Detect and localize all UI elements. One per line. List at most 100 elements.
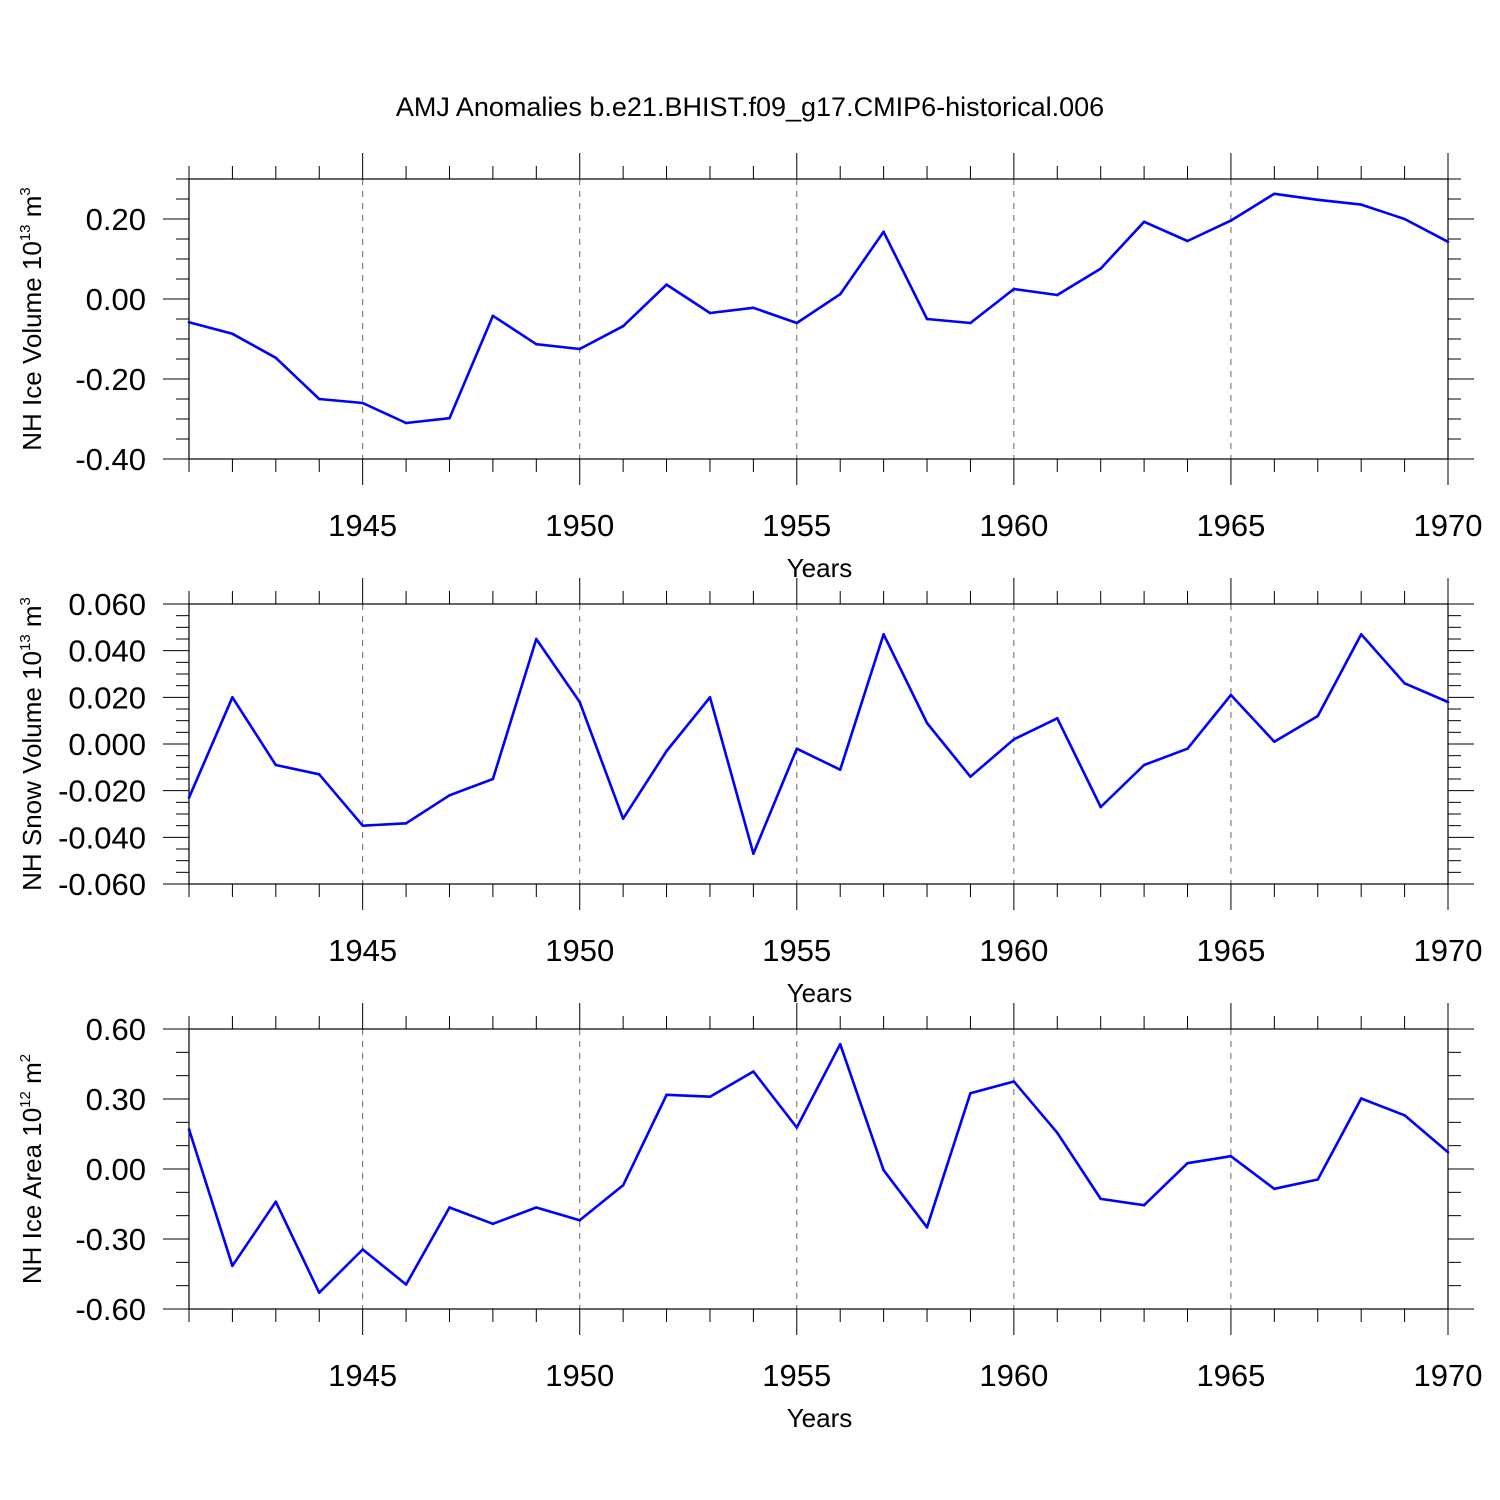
x-axis-title: Years (787, 978, 853, 1008)
data-point (1012, 287, 1016, 291)
data-point (882, 1168, 885, 1172)
data-point (1446, 240, 1450, 244)
data-point (535, 637, 538, 641)
x-tick-label: 1970 (1414, 508, 1483, 543)
data-point (187, 320, 191, 324)
data-point (1229, 219, 1233, 222)
y-axis-title: NH Ice Area 1012 m2 (17, 1054, 47, 1284)
y-tick-label: 0.60 (86, 1012, 146, 1047)
data-point (274, 1200, 278, 1203)
data-point (708, 311, 712, 315)
plot-frame (188, 1028, 1449, 1310)
x-tick-label: 1950 (545, 508, 614, 543)
series-line (188, 192, 1449, 425)
panel-snow-volume: 1945 1950 1955 1960 1965 1970 -0.060 -0.040 -0.0… (17, 578, 1482, 1008)
data-point (578, 700, 582, 704)
data-point (187, 1128, 191, 1131)
y-tick-label: 0.000 (68, 727, 146, 762)
data-point (1403, 217, 1406, 221)
data-point (621, 1184, 625, 1187)
y-tick-label: -0.40 (75, 442, 146, 477)
data-point (1273, 1187, 1276, 1191)
data-point (535, 342, 538, 346)
x-tick-label: 1955 (762, 1358, 831, 1393)
x-axis-title: Years (787, 553, 853, 583)
data-point (882, 230, 885, 234)
x-tick-label: 1970 (1414, 1358, 1483, 1393)
data-point (491, 777, 495, 781)
data-point (838, 768, 842, 771)
data-point (535, 1206, 538, 1209)
panel-ice-volume: 1945 1950 1955 1960 1965 1970 -0.40 -0.20 0.00 0.… (17, 153, 1482, 583)
data-point (231, 696, 234, 699)
data-point (1055, 293, 1059, 297)
figure-title: AMJ Anomalies b.e21.BHIST.f09_g17.CMIP6-… (396, 92, 1104, 122)
data-point (317, 773, 321, 776)
data-point (491, 314, 495, 318)
data-point (665, 283, 668, 286)
data-point (795, 747, 799, 750)
y-tick-label: -0.020 (58, 774, 146, 809)
data-point (1142, 220, 1146, 224)
data-point (1403, 1114, 1406, 1117)
x-tick-label: 1950 (545, 933, 614, 968)
x-tick-label: 1955 (762, 508, 831, 543)
x-tick-label: 1960 (979, 1358, 1048, 1393)
data-point (578, 1219, 582, 1222)
data-point (1316, 1178, 1320, 1181)
x-axis-title: Years (787, 1403, 853, 1433)
y-axis-title: NH Snow Volume 1013 m3 (17, 597, 47, 891)
data-point (1099, 1197, 1102, 1201)
data-point (838, 1042, 842, 1046)
y-axis-title: NH Ice Volume 1013 m3 (17, 187, 47, 450)
data-point (187, 796, 191, 799)
data-point (708, 1095, 712, 1098)
data-point (231, 1264, 234, 1268)
x-tick-label: 1960 (979, 508, 1048, 543)
data-point (925, 1226, 929, 1229)
data-point (969, 321, 972, 325)
y-tick-label: 0.30 (86, 1082, 146, 1117)
data-point (1186, 239, 1189, 243)
data-point (404, 822, 408, 825)
plot-frame (188, 178, 1449, 460)
data-point (621, 324, 625, 328)
x-tick-label: 1960 (979, 933, 1048, 968)
data-point (1142, 763, 1146, 767)
data-point (1055, 717, 1059, 720)
y-tick-label: -0.60 (75, 1292, 146, 1327)
y-tick-label: -0.040 (58, 820, 146, 855)
data-point (665, 1093, 668, 1097)
data-point (1012, 1080, 1016, 1083)
data-point (578, 347, 582, 351)
data-point (1186, 747, 1189, 750)
data-point (1186, 1161, 1189, 1165)
data-point (448, 1206, 451, 1209)
data-point (1273, 192, 1276, 196)
data-point (838, 292, 842, 296)
data-point (1273, 740, 1276, 743)
data-point (795, 321, 799, 325)
x-tick-label: 1950 (545, 1358, 614, 1393)
series-line (187, 632, 1449, 856)
data-point (752, 306, 755, 310)
data-point (1359, 633, 1363, 636)
panel-ice-area: 1945 1950 1955 1960 1965 1970 -0.60 -0.30 0.00 0.… (17, 1003, 1482, 1433)
series-line (187, 1042, 1449, 1294)
data-point (1403, 682, 1406, 685)
data-point (882, 633, 885, 636)
y-tick-label: 0.060 (68, 587, 146, 622)
data-point (1446, 700, 1450, 704)
data-point (274, 356, 278, 360)
data-point (231, 332, 234, 336)
data-point (1055, 1131, 1059, 1135)
data-point (1316, 198, 1320, 202)
data-point (925, 317, 929, 321)
data-point (491, 1222, 495, 1226)
data-point (361, 824, 364, 827)
data-point (317, 397, 321, 401)
data-point (1099, 267, 1102, 270)
y-tick-label: 0.00 (86, 1152, 146, 1187)
data-point (1446, 1150, 1450, 1154)
y-tick-label: 0.020 (68, 680, 146, 715)
